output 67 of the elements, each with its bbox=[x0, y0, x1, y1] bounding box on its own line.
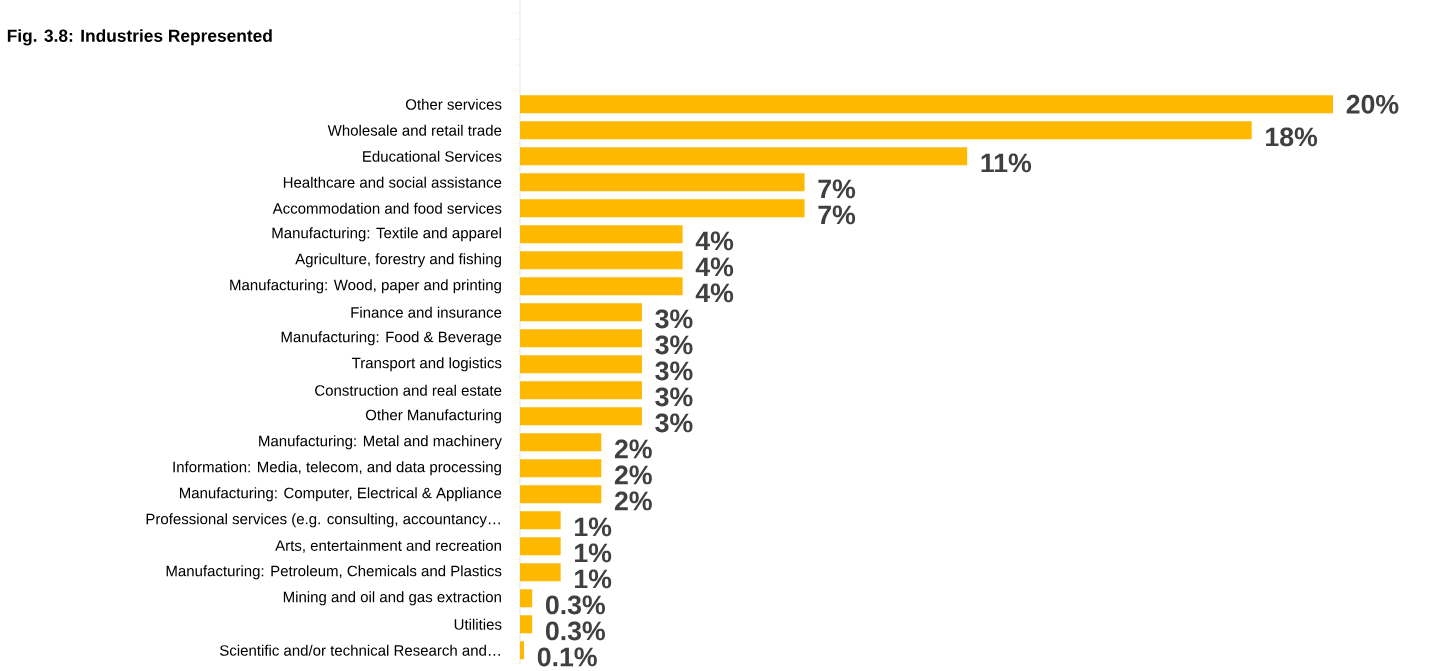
bar bbox=[520, 459, 602, 478]
y-tick-label: Educational Services bbox=[363, 150, 502, 162]
y-tick-label: Transport and logistics bbox=[351, 357, 502, 372]
bar bbox=[520, 173, 805, 192]
bar bbox=[520, 199, 805, 218]
data-label: 1% bbox=[575, 543, 612, 563]
y-tick-label: Manufacturing: Textile and apparel bbox=[272, 227, 501, 242]
y-tick-label: Finance and insurance bbox=[351, 306, 502, 318]
data-label: 2% bbox=[614, 465, 652, 485]
text: Fig. 3.8: Industries Represented bbox=[7, 29, 272, 46]
y-tick-label: Professional services (e.g. consulting, accountancy… bbox=[146, 513, 500, 528]
data-label: 2% bbox=[614, 491, 652, 511]
data-label: 3% bbox=[655, 387, 693, 407]
data-label: 3% bbox=[655, 361, 693, 381]
bar bbox=[520, 563, 561, 582]
bar bbox=[520, 355, 642, 374]
data-label: 2% bbox=[614, 439, 652, 459]
bar bbox=[520, 277, 683, 296]
bar bbox=[520, 641, 525, 660]
data-label: 1% bbox=[575, 569, 612, 589]
bar bbox=[520, 589, 533, 608]
bar bbox=[520, 485, 602, 504]
y-tick-label: Scientific and/or technical Research and… bbox=[220, 644, 500, 656]
y-tick-label: Wholesale and retail trade bbox=[327, 124, 502, 136]
y-tick-label: Manufacturing: Computer, Electrical & Appliance bbox=[179, 487, 502, 502]
bar bbox=[520, 225, 683, 244]
bar bbox=[520, 537, 561, 556]
bar bbox=[520, 511, 561, 530]
data-label: 4% bbox=[695, 257, 734, 277]
data-label: 20% bbox=[1346, 94, 1399, 114]
data-label: 0.3% bbox=[545, 621, 605, 641]
data-label: 4% bbox=[695, 283, 734, 303]
y-tick-label: Agriculture, forestry and fishing bbox=[295, 253, 501, 268]
data-label: 7% bbox=[818, 205, 856, 225]
y-tick-label: Manufacturing: Food & Beverage bbox=[281, 331, 502, 346]
data-label: 1% bbox=[575, 517, 612, 537]
data-label: 0.3% bbox=[545, 595, 605, 615]
bar bbox=[520, 615, 533, 634]
bar bbox=[520, 147, 968, 166]
bar bbox=[520, 381, 642, 400]
y-tick-label: Mining and oil and gas extraction bbox=[283, 591, 501, 606]
data-label: 3% bbox=[655, 309, 693, 329]
y-tick-label: Information: Media, telecom, and data processing bbox=[173, 461, 501, 476]
bar bbox=[520, 251, 683, 270]
data-label: 7% bbox=[818, 179, 856, 199]
bar bbox=[520, 121, 1252, 140]
data-label: 0.1% bbox=[537, 647, 597, 667]
bar bbox=[520, 95, 1334, 114]
y-tick-label: Construction and real estate bbox=[315, 384, 502, 396]
data-label: 3% bbox=[655, 335, 693, 355]
y-tick-label: Healthcare and social assistance bbox=[283, 176, 502, 188]
data-label: 3% bbox=[655, 413, 693, 433]
y-tick-label: Other services bbox=[405, 98, 502, 110]
data-label: 4% bbox=[695, 231, 734, 251]
y-tick-label: Arts, entertainment and recreation bbox=[275, 539, 501, 553]
bar bbox=[520, 407, 642, 426]
y-tick-label: Manufacturing: Petroleum, Chemicals and Plastics bbox=[166, 565, 502, 580]
y-tick-label: Utilities bbox=[454, 618, 502, 630]
bar bbox=[520, 303, 642, 322]
y-tick-label: Other Manufacturing bbox=[365, 409, 501, 424]
y-tick-label: Accommodation and food services bbox=[272, 202, 502, 214]
y-tick-label: Manufacturing: Metal and machinery bbox=[259, 435, 502, 450]
bar bbox=[520, 433, 602, 452]
bar bbox=[520, 329, 642, 348]
data-label: 11% bbox=[981, 153, 1032, 173]
y-tick-label: Manufacturing: Wood, paper and printing bbox=[230, 279, 501, 294]
data-label: 18% bbox=[1266, 127, 1318, 147]
